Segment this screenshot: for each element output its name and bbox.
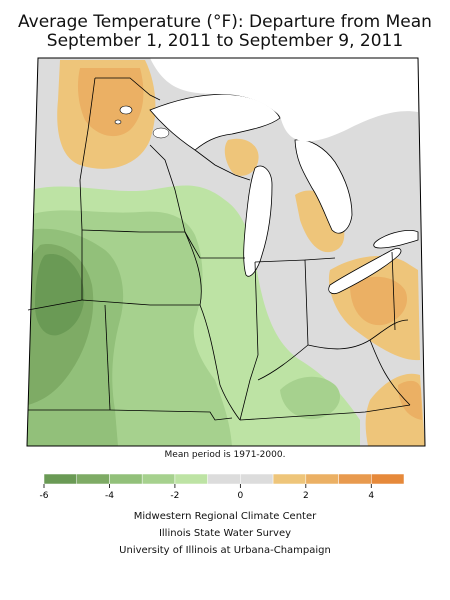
legend-bin [207, 473, 241, 485]
border-ky-tn [239, 404, 411, 421]
lake-mille-lacs [152, 127, 170, 139]
border-mn-nd [79, 77, 96, 231]
lake-red [119, 105, 133, 115]
legend-bin [272, 473, 307, 485]
lake-erie [328, 248, 402, 294]
border-ia-mo [81, 299, 200, 306]
border-mn-canada [95, 77, 161, 101]
legend-bin [109, 473, 143, 485]
warm-region-wi [224, 138, 259, 176]
legend-bin [76, 473, 110, 485]
warm-region-oh-inner [350, 276, 408, 326]
lake-small [114, 119, 122, 125]
lake-superior [149, 94, 281, 151]
border-mn-ia [81, 229, 185, 233]
credit-line3: University of Illinois at Urbana-Champai… [119, 545, 331, 556]
cool-spot-central [310, 348, 339, 371]
credit-line1: Midwestern Regional Climate Center [133, 511, 317, 522]
map-title-line1: Average Temperature (°F): Departure from… [18, 12, 432, 32]
legend-bin [43, 473, 77, 485]
legend-tick-label: -4 [105, 491, 114, 501]
legend-tick-label: -6 [40, 491, 49, 501]
border-ne-ks [27, 299, 83, 311]
border-ia-il [184, 231, 202, 306]
canada-water [150, 58, 418, 142]
border-wi-il [184, 231, 245, 259]
lake-ontario [373, 230, 419, 249]
border-mn-wi [149, 144, 186, 233]
map-title-line2: September 1, 2011 to September 9, 2011 [46, 31, 404, 51]
map-frame [26, 57, 426, 447]
border-ky-wv [369, 339, 411, 406]
cool-spot-east [280, 376, 340, 420]
legend-bin [141, 473, 176, 485]
state-boundaries [27, 77, 411, 421]
legend-tick-label: -2 [170, 491, 179, 501]
warm-region-se-inner [398, 380, 422, 420]
border-mo-ks [104, 304, 111, 411]
border-il-in [239, 261, 259, 421]
border-mo-ar [109, 409, 233, 421]
border-il-mo [199, 304, 241, 421]
legend-tick-label: 4 [368, 491, 374, 501]
cool-region-strongest [35, 254, 85, 336]
legend-bin [174, 473, 208, 485]
legend-tick-label: 0 [237, 491, 243, 501]
credit-line2: Illinois State Water Survey [158, 528, 292, 539]
border-mi-oh [304, 257, 336, 261]
legend-bin [240, 473, 274, 485]
legend-bin [338, 473, 372, 485]
border-wi-mi [194, 149, 251, 181]
legend-bin [371, 473, 405, 485]
border-oh-pa [391, 251, 396, 331]
mean-period-note: Mean period is 1971-2000. [164, 450, 286, 460]
border-in-ky [257, 344, 309, 381]
legend-bin [305, 473, 339, 485]
legend-tick-label: 2 [303, 491, 309, 501]
lake-huron [294, 139, 353, 234]
